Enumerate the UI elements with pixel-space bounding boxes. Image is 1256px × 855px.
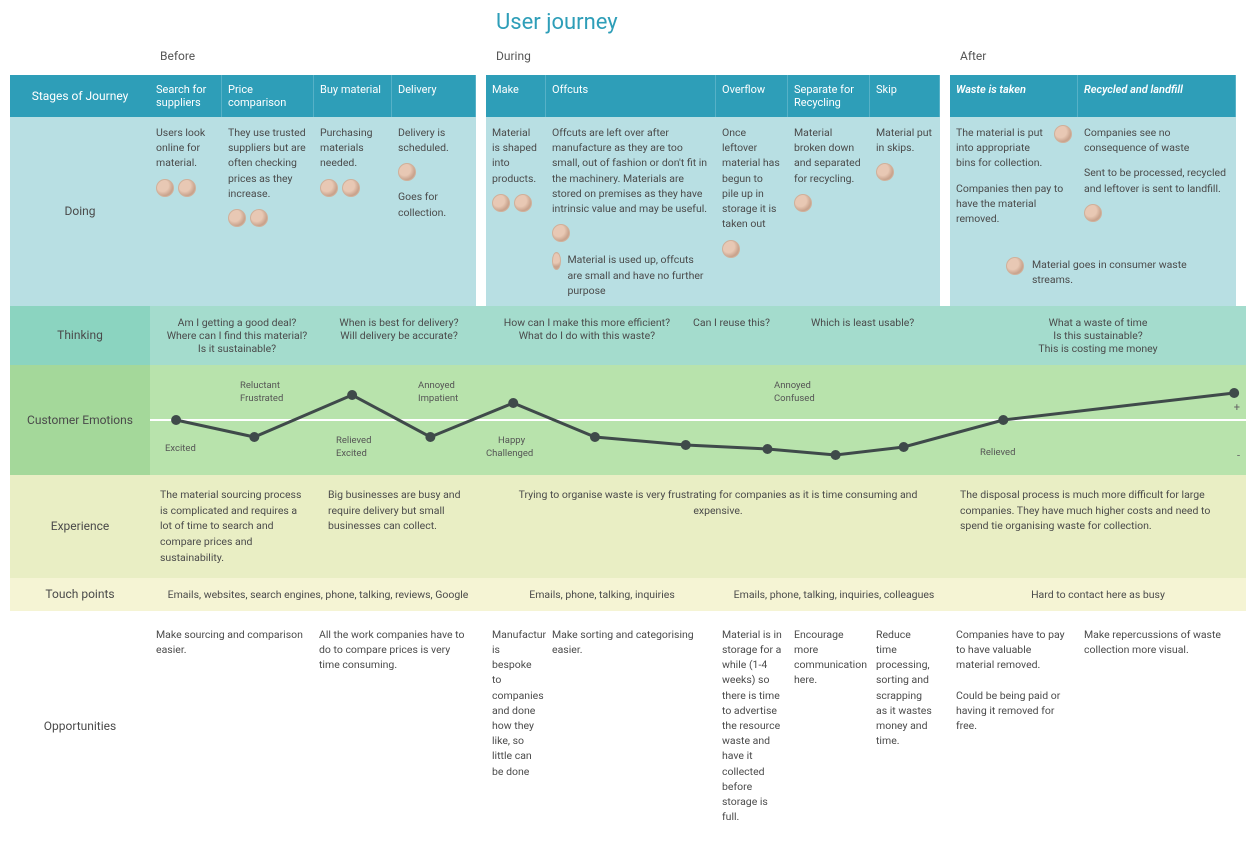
thinking-during-1: Can I reuse this? (682, 316, 781, 355)
thinking-before-1: When is best for delivery?Will delivery … (318, 316, 480, 355)
avatar-icon (514, 194, 532, 212)
doing-during-2: Once leftover material has begun to pile… (716, 117, 788, 306)
opp-after-1: Make repercussions of waste collection m… (1078, 617, 1236, 835)
avatar-icon (552, 224, 570, 242)
touch-after: Hard to contact here as busy (956, 588, 1240, 601)
row-stages: Stages of Journey Search for suppliersPr… (10, 75, 1246, 117)
emotion-label-before-5: Annoyed (418, 380, 455, 391)
stage-before-0: Search for suppliers (150, 75, 222, 117)
avatar-icon (492, 194, 510, 212)
touch-before: Emails, websites, search engines, phone,… (156, 588, 480, 601)
thinking-before-0: Am I getting a good deal?Where can I fin… (156, 316, 318, 355)
phase-headers: Before During After (10, 45, 1246, 69)
phase-label-after: After (960, 45, 1246, 69)
doing-before-1: They use trusted suppliers but are often… (222, 117, 314, 306)
emotion-label-before-3: Relieved (336, 435, 371, 446)
stage-after-1: Recycled and landfill (1078, 75, 1236, 117)
doing-before-2: Purchasing materials needed. (314, 117, 392, 306)
opp-during-3: Encourage more communication here. (788, 617, 870, 835)
avatar-icon (1084, 204, 1102, 222)
doing-during-3: Material broken down and separated for r… (788, 117, 870, 306)
doing-during-0: Material is shaped into products. (486, 117, 546, 306)
emotions-chart (150, 365, 1246, 475)
opp-during-4: Reduce time processing, sorting and scra… (870, 617, 940, 835)
doing-during-4: Material put in skips. (870, 117, 940, 306)
stage-before-2: Buy material (314, 75, 392, 117)
opp-after-0: Companies have to pay to have valuable m… (950, 617, 1078, 835)
doing-after-0: The material is put into appropriate bin… (950, 117, 1078, 245)
avatar-icon (156, 179, 174, 197)
avatar-icon (178, 179, 196, 197)
avatar-icon (250, 209, 268, 227)
emotion-label-before-1: Reluctant (240, 380, 280, 391)
stage-before-3: Delivery (392, 75, 476, 117)
phase-label-during: During (496, 45, 950, 69)
emotion-label-after-0: Relieved (980, 447, 1015, 458)
experience-during-0: Trying to organise waste is very frustra… (486, 475, 950, 578)
doing-during-1: Offcuts are left over after manufacture … (546, 117, 716, 306)
opp-during-1: Make sorting and categorising easier. (546, 617, 716, 835)
experience-before-1: Big businesses are busy and require deli… (318, 475, 486, 578)
page-title: User journey (496, 10, 1246, 35)
row-opportunities: Opportunities Make sourcing and comparis… (10, 617, 1246, 835)
thinking-during-0: How can I make this more efficient?What … (492, 316, 682, 355)
row-emotions: Customer Emotions + - ExcitedReluctantFr… (10, 365, 1246, 475)
avatar-icon (722, 240, 740, 258)
row-experience: Experience The material sourcing process… (10, 475, 1246, 578)
row-label-opportunities: Opportunities (10, 617, 150, 835)
avatar-icon (552, 252, 561, 270)
stage-during-2: Overflow (716, 75, 788, 117)
row-touch: Touch points Emails, websites, search en… (10, 578, 1246, 611)
row-label-thinking: Thinking (10, 306, 150, 365)
emotion-label-before-6: Impatient (418, 393, 458, 404)
emotion-label-during-2: Annoyed (774, 380, 811, 391)
emotion-label-before-0: Excited (165, 443, 196, 454)
row-label-experience: Experience (10, 475, 150, 578)
opp-before-1: All the work companies have to do to com… (313, 617, 476, 835)
opp-during-2: Material is in storage for a while (1-4 … (716, 617, 788, 835)
row-doing: Doing Users look online for material.The… (10, 117, 1246, 306)
opp-before-0: Make sourcing and comparison easier. (150, 617, 313, 835)
experience-before-0: The material sourcing process is complic… (150, 475, 318, 578)
phase-label-before: Before (160, 45, 486, 69)
doing-after-1: Companies see no consequence of wasteSen… (1078, 117, 1236, 245)
thinking-after-0: What a waste of timeIs this sustainable?… (956, 316, 1240, 355)
row-thinking: Thinking Am I getting a good deal?Where … (10, 306, 1246, 365)
experience-after-0: The disposal process is much more diffic… (950, 475, 1246, 578)
emotion-label-during-0: Happy (498, 435, 525, 446)
row-label-touch: Touch points (10, 578, 150, 611)
touch-during-0: Emails, phone, talking, inquiries (486, 578, 718, 611)
row-label-emotions: Customer Emotions (10, 365, 150, 475)
thinking-during-2: Which is least usable? (781, 316, 944, 355)
row-label-stages: Stages of Journey (10, 75, 150, 117)
stage-during-3: Separate for Recycling (788, 75, 870, 117)
avatar-icon (398, 163, 416, 181)
avatar-icon (320, 179, 338, 197)
stage-after-0: Waste is taken (950, 75, 1078, 117)
stage-during-0: Make (486, 75, 546, 117)
doing-before-3: Delivery is scheduled.Goes for collectio… (392, 117, 476, 306)
opp-during-0: Manufacture is bespoke to companies and … (486, 617, 546, 835)
avatar-icon (228, 209, 246, 227)
row-label-doing: Doing (10, 117, 150, 306)
emotion-label-before-4: Excited (336, 448, 367, 459)
emotion-label-before-2: Frustrated (240, 393, 283, 404)
avatar-icon (876, 163, 894, 181)
avatar-icon (1054, 125, 1072, 143)
avatar-icon (342, 179, 360, 197)
emotion-label-during-1: Challenged (486, 448, 533, 459)
emotion-label-during-3: Confused (774, 393, 815, 404)
avatar-icon (794, 194, 812, 212)
avatar-icon (1006, 257, 1024, 275)
stage-during-1: Offcuts (546, 75, 716, 117)
doing-after-footer: Material goes in consumer waste streams. (950, 245, 1236, 306)
touch-during-1: Emails, phone, talking, inquiries, colle… (718, 578, 950, 611)
stage-before-1: Price comparison (222, 75, 314, 117)
stage-during-4: Skip (870, 75, 940, 117)
doing-before-0: Users look online for material. (150, 117, 222, 306)
